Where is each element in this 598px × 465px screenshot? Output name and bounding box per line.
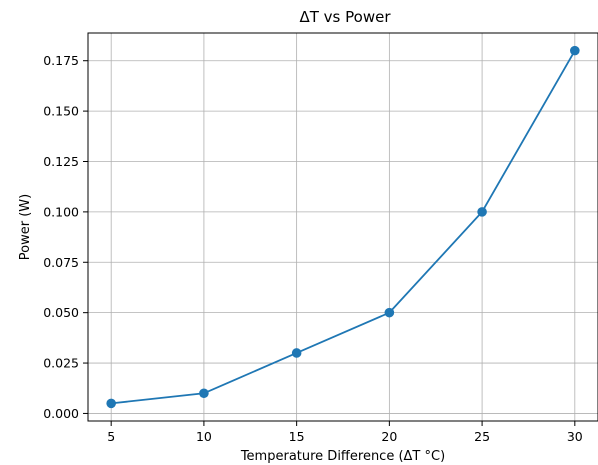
data-point (291, 348, 302, 358)
y-axis-label: Power (W) (18, 194, 33, 260)
data-point (199, 388, 209, 399)
x-tick-label: 30 (567, 429, 583, 444)
y-tick-label: 0.050 (43, 305, 79, 320)
x-tick-label: 25 (474, 429, 490, 444)
data-point (570, 45, 580, 56)
data-point (384, 307, 395, 318)
y-tick-label: 0.000 (43, 406, 79, 421)
plot-area-frame (87, 32, 598, 422)
x-tick-label: 5 (107, 429, 115, 444)
y-tick-label: 0.125 (43, 154, 79, 169)
x-tick-label: 15 (289, 429, 305, 444)
y-tick-label: 0.150 (43, 104, 79, 119)
y-tick-label: 0.075 (43, 255, 79, 270)
x-axis-ticks: 5 10 15 20 25 30 (107, 421, 583, 444)
grid-lines (88, 33, 598, 421)
data-point (477, 207, 487, 217)
chart-title: ΔT vs Power (299, 8, 391, 26)
x-axis-label: Temperature Difference (ΔT °C) (240, 449, 445, 464)
x-tick-label: 10 (196, 429, 212, 444)
y-tick-label: 0.175 (43, 53, 79, 68)
x-tick-label: 20 (381, 429, 397, 444)
y-tick-label: 0.025 (43, 356, 79, 371)
series-line (111, 50, 576, 405)
data-point (106, 398, 116, 409)
series-power (106, 45, 580, 409)
y-tick-label: 0.100 (43, 204, 79, 219)
y-axis-ticks: 0.000 0.025 0.050 0.075 0.100 0.125 0.150 0.175 (43, 53, 88, 421)
